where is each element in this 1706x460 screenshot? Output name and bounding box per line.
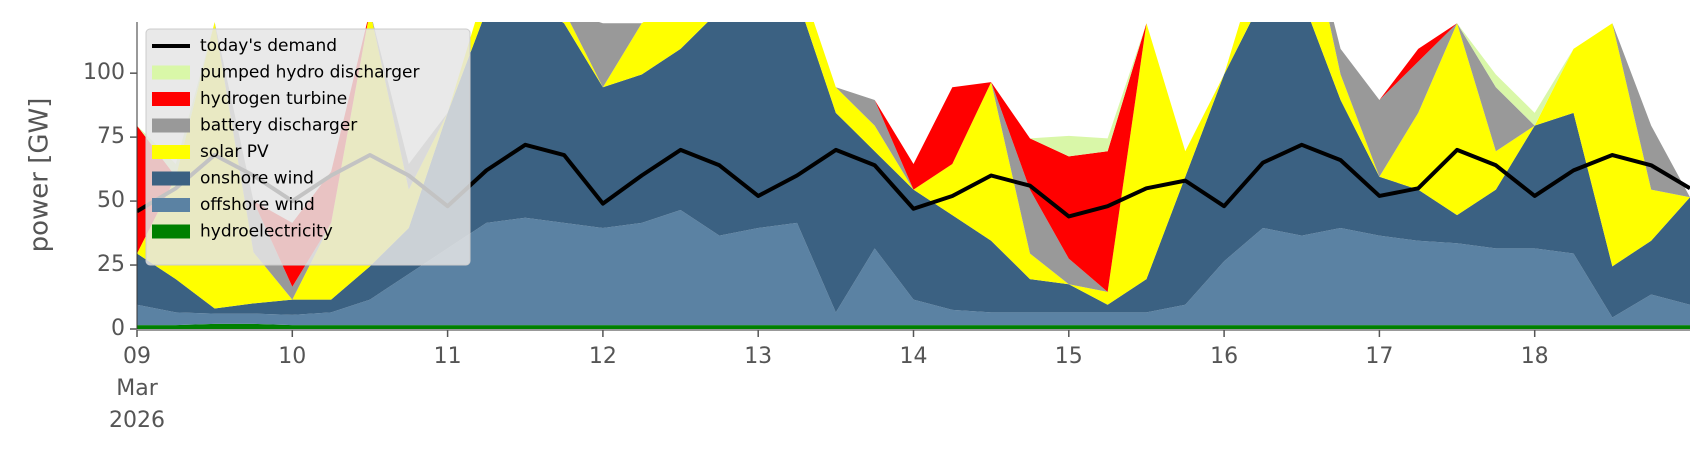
legend-swatch (152, 171, 190, 186)
legend-label: hydrogen turbine (200, 89, 347, 109)
legend-swatch (152, 224, 190, 239)
x-tick-label: 10 (278, 344, 306, 369)
legend-swatch (152, 198, 190, 212)
legend-label: pumped hydro discharger (200, 63, 419, 83)
legend-label: hydroelectricity (200, 222, 333, 242)
area (137, 210, 1690, 326)
x-tick-label: 18 (1521, 344, 1549, 369)
legend-swatch (152, 92, 190, 106)
legend-label: battery discharger (200, 116, 357, 136)
x-tick-label: 11 (434, 344, 462, 369)
legend-swatch (152, 145, 190, 159)
x-tick-label: 15 (1055, 344, 1083, 369)
x-tick-label: 17 (1365, 344, 1393, 369)
y-tick-label: 100 (83, 60, 125, 85)
legend-label: onshore wind (200, 169, 314, 189)
legend-label: today's demand (200, 36, 337, 56)
y-tick-label: 75 (97, 124, 125, 149)
area (137, 22, 1690, 318)
legend-label: offshore wind (200, 195, 315, 215)
x-tick-label: 16 (1210, 344, 1238, 369)
legend-box (145, 28, 471, 266)
legend-swatch (152, 65, 190, 80)
legend-swatch (152, 118, 190, 133)
x-tick-label: 09 Mar 2026 (109, 344, 165, 433)
x-tick-label: 13 (744, 344, 772, 369)
y-tick-label: 25 (97, 252, 125, 277)
area (137, 22, 1690, 300)
x-tick-label: 12 (589, 344, 617, 369)
y-tick-label: 0 (111, 316, 125, 341)
x-tick-label: 14 (900, 344, 928, 369)
legend-label: solar PV (200, 142, 269, 162)
y-tick-label: 50 (97, 188, 125, 213)
y-axis-label: power [GW] (25, 98, 55, 253)
